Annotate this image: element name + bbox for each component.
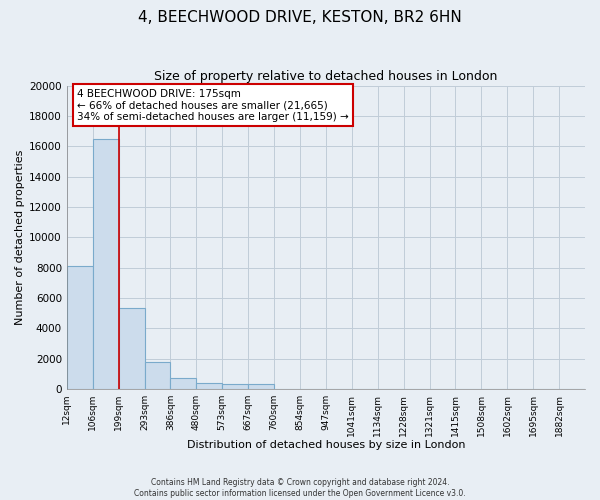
- Bar: [170, 378, 196, 389]
- Bar: [92, 138, 119, 389]
- Bar: [67, 266, 92, 389]
- Bar: [119, 308, 145, 389]
- Y-axis label: Number of detached properties: Number of detached properties: [15, 150, 25, 325]
- Bar: [196, 383, 222, 389]
- Text: 4, BEECHWOOD DRIVE, KESTON, BR2 6HN: 4, BEECHWOOD DRIVE, KESTON, BR2 6HN: [138, 10, 462, 25]
- Text: 4 BEECHWOOD DRIVE: 175sqm
← 66% of detached houses are smaller (21,665)
34% of s: 4 BEECHWOOD DRIVE: 175sqm ← 66% of detac…: [77, 88, 349, 122]
- Bar: [145, 362, 170, 389]
- Text: Contains HM Land Registry data © Crown copyright and database right 2024.
Contai: Contains HM Land Registry data © Crown c…: [134, 478, 466, 498]
- Title: Size of property relative to detached houses in London: Size of property relative to detached ho…: [154, 70, 497, 83]
- Bar: [248, 384, 274, 389]
- X-axis label: Distribution of detached houses by size in London: Distribution of detached houses by size …: [187, 440, 465, 450]
- Bar: [222, 384, 248, 389]
